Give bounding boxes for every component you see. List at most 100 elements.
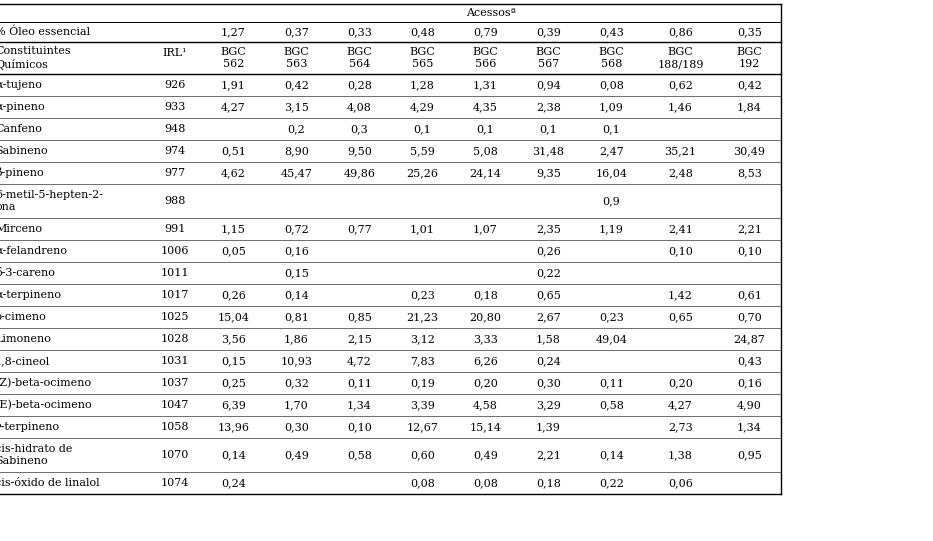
Text: BGC
566: BGC 566	[473, 47, 498, 69]
Text: BGC
564: BGC 564	[347, 47, 372, 69]
Text: 0,2: 0,2	[287, 124, 305, 134]
Text: IRL¹: IRL¹	[162, 48, 187, 58]
Text: α-pineno: α-pineno	[0, 102, 45, 112]
Text: 0,86: 0,86	[668, 27, 693, 37]
Text: 15,14: 15,14	[469, 422, 502, 432]
Text: 1037: 1037	[160, 378, 188, 388]
Text: 1,91: 1,91	[221, 80, 246, 90]
Text: 0,08: 0,08	[473, 478, 498, 488]
Text: 0,77: 0,77	[347, 224, 372, 234]
Text: 15,04: 15,04	[217, 312, 249, 322]
Text: 1074: 1074	[160, 478, 188, 488]
Text: 1,09: 1,09	[599, 102, 624, 112]
Text: 1,07: 1,07	[473, 224, 498, 234]
Text: 5,59: 5,59	[411, 146, 435, 156]
Text: 1031: 1031	[160, 356, 188, 366]
Text: 0,16: 0,16	[737, 378, 762, 388]
Text: 0,30: 0,30	[284, 422, 309, 432]
Text: 1,42: 1,42	[668, 290, 693, 300]
Text: 0,23: 0,23	[599, 312, 624, 322]
Text: 0,10: 0,10	[668, 246, 693, 256]
Text: 0,22: 0,22	[536, 268, 561, 278]
Text: 20,80: 20,80	[469, 312, 502, 322]
Text: Limoneno: Limoneno	[0, 334, 51, 344]
Text: 4,90: 4,90	[737, 400, 762, 410]
Text: 0,25: 0,25	[221, 378, 246, 388]
Text: 0,48: 0,48	[411, 27, 435, 37]
Text: 948: 948	[164, 124, 185, 134]
Text: 0,37: 0,37	[285, 27, 309, 37]
Text: 0,16: 0,16	[284, 246, 309, 256]
Text: 0,10: 0,10	[347, 422, 372, 432]
Text: 4,58: 4,58	[473, 400, 498, 410]
Text: BGC
192: BGC 192	[737, 47, 762, 69]
Text: 0,24: 0,24	[536, 356, 561, 366]
Text: 25,26: 25,26	[407, 168, 439, 178]
Text: BGC
563: BGC 563	[284, 47, 310, 69]
Text: 0,65: 0,65	[536, 290, 561, 300]
Text: 4,62: 4,62	[221, 168, 246, 178]
Text: 0,18: 0,18	[473, 290, 498, 300]
Text: 1,39: 1,39	[536, 422, 561, 432]
Text: 4,27: 4,27	[221, 102, 246, 112]
Text: cis-hidrato de
Sabineno: cis-hidrato de Sabineno	[0, 444, 73, 466]
Text: 5,08: 5,08	[473, 146, 498, 156]
Text: 3,56: 3,56	[221, 334, 246, 344]
Text: 0,43: 0,43	[599, 27, 624, 37]
Text: 13,96: 13,96	[217, 422, 249, 432]
Text: 7,83: 7,83	[411, 356, 435, 366]
Text: 2,21: 2,21	[737, 224, 762, 234]
Text: 0,43: 0,43	[737, 356, 762, 366]
Text: 24,14: 24,14	[469, 168, 502, 178]
Text: 4,35: 4,35	[473, 102, 498, 112]
Text: 2,67: 2,67	[536, 312, 561, 322]
Text: 0,14: 0,14	[221, 450, 246, 460]
Text: BGC
568: BGC 568	[599, 47, 624, 69]
Text: α-felandreno: α-felandreno	[0, 246, 67, 256]
Text: (Z)-beta-ocimeno: (Z)-beta-ocimeno	[0, 378, 91, 388]
Text: BGC
567: BGC 567	[536, 47, 562, 69]
Text: 0,58: 0,58	[599, 400, 624, 410]
Text: 1028: 1028	[160, 334, 188, 344]
Text: 1,34: 1,34	[737, 422, 762, 432]
Text: 0,32: 0,32	[284, 378, 309, 388]
Text: 1070: 1070	[160, 450, 188, 460]
Text: 0,3: 0,3	[351, 124, 369, 134]
Text: 35,21: 35,21	[664, 146, 697, 156]
Text: 0,30: 0,30	[536, 378, 561, 388]
Text: 4,08: 4,08	[347, 102, 372, 112]
Text: 1,70: 1,70	[285, 400, 309, 410]
Text: 12,67: 12,67	[407, 422, 439, 432]
Text: 0,35: 0,35	[737, 27, 762, 37]
Text: 2,47: 2,47	[599, 146, 624, 156]
Text: 0,33: 0,33	[347, 27, 372, 37]
Text: 31,48: 31,48	[533, 146, 564, 156]
Text: 0,42: 0,42	[284, 80, 309, 90]
Text: 6,26: 6,26	[473, 356, 498, 366]
Text: 2,73: 2,73	[668, 422, 693, 432]
Text: 0,1: 0,1	[539, 124, 557, 134]
Text: 0,65: 0,65	[668, 312, 693, 322]
Text: 0,14: 0,14	[599, 450, 624, 460]
Text: 0,1: 0,1	[477, 124, 494, 134]
Text: 0,18: 0,18	[536, 478, 561, 488]
Text: BGC
562: BGC 562	[220, 47, 246, 69]
Text: 1,01: 1,01	[411, 224, 435, 234]
Text: 988: 988	[164, 196, 185, 206]
Text: 0,22: 0,22	[599, 478, 624, 488]
Text: 0,08: 0,08	[599, 80, 624, 90]
Text: 0,70: 0,70	[737, 312, 762, 322]
Text: 3,39: 3,39	[411, 400, 435, 410]
Text: 3,33: 3,33	[473, 334, 498, 344]
Text: 933: 933	[164, 102, 185, 112]
Text: 0,58: 0,58	[347, 450, 372, 460]
Text: 0,19: 0,19	[411, 378, 435, 388]
Text: 1047: 1047	[160, 400, 188, 410]
Text: 0,23: 0,23	[411, 290, 435, 300]
Text: 1,86: 1,86	[284, 334, 309, 344]
Text: 10,93: 10,93	[281, 356, 313, 366]
Text: 926: 926	[164, 80, 185, 90]
Text: 3,15: 3,15	[284, 102, 309, 112]
Text: cis-óxido de linalol: cis-óxido de linalol	[0, 478, 100, 488]
Text: 1,28: 1,28	[411, 80, 435, 90]
